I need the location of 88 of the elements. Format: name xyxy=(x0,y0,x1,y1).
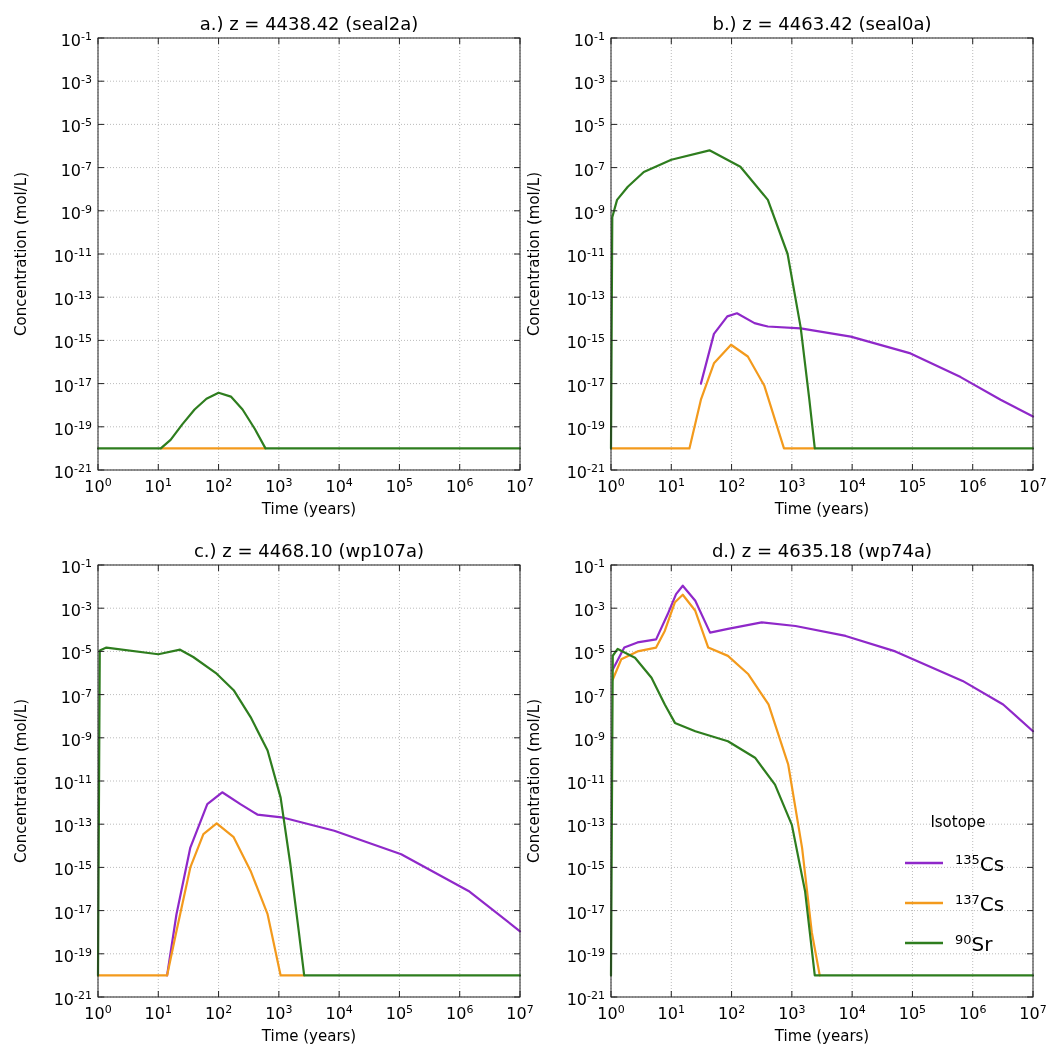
x-tick-label: 10$^{0}$ xyxy=(84,475,112,496)
x-tick-label: 10$^{5}$ xyxy=(898,475,927,496)
y-tick-label: 10$^{-7}$ xyxy=(573,686,605,707)
x-tick-label: 10$^{4}$ xyxy=(838,475,866,496)
x-tick-label: 10$^{3}$ xyxy=(778,475,806,496)
x-axis-title: Time (years) xyxy=(260,1027,357,1045)
y-tick-label: 10$^{-9}$ xyxy=(573,729,605,750)
x-tick-label: 10$^{2}$ xyxy=(717,475,746,496)
y-tick-label: 10$^{-15}$ xyxy=(53,331,92,353)
x-axis-title: Time (years) xyxy=(260,500,357,518)
x-tick-label: 10$^{3}$ xyxy=(265,475,293,496)
x-axis-title: Time (years) xyxy=(773,1027,870,1045)
x-tick-label: 10$^{7}$ xyxy=(506,1002,534,1023)
y-tick-label: 10$^{-5}$ xyxy=(60,642,92,664)
y-tick-label: 10$^{-19}$ xyxy=(566,418,605,439)
x-axis-title: Time (years) xyxy=(773,500,870,518)
y-axis-title: Concentration (mol/L) xyxy=(525,699,543,863)
y-axis-title: Concentration (mol/L) xyxy=(525,172,543,336)
x-tick-label: 10$^{2}$ xyxy=(204,475,233,496)
y-axis-title: Concentration (mol/L) xyxy=(12,172,30,336)
y-tick-label: 10$^{-15}$ xyxy=(53,858,92,880)
y-tick-label: 10$^{-17}$ xyxy=(53,375,92,396)
y-tick-label: 10$^{-3}$ xyxy=(60,599,92,621)
x-tick-label: 10$^{4}$ xyxy=(325,1002,353,1023)
y-tick-label: 10$^{-1}$ xyxy=(60,556,92,577)
x-tick-label: 10$^{6}$ xyxy=(446,1002,474,1023)
x-tick-label: 10$^{7}$ xyxy=(1019,1002,1047,1023)
y-tick-label: 10$^{-17}$ xyxy=(566,375,605,396)
legend-title: Isotope xyxy=(930,813,986,831)
y-tick-label: 10$^{-3}$ xyxy=(60,72,92,94)
y-tick-label: 10$^{-13}$ xyxy=(53,288,92,310)
y-tick-label: 10$^{-19}$ xyxy=(53,945,92,966)
x-tick-label: 10$^{5}$ xyxy=(898,1002,927,1023)
y-tick-label: 10$^{-5}$ xyxy=(60,115,92,137)
x-tick-label: 10$^{5}$ xyxy=(385,1002,414,1023)
x-tick-label: 10$^{2}$ xyxy=(204,1002,233,1023)
y-tick-label: 10$^{-17}$ xyxy=(566,902,605,923)
x-tick-label: 10$^{0}$ xyxy=(597,475,625,496)
y-tick-label: 10$^{-5}$ xyxy=(573,115,605,137)
legend-label: $^{137}$Cs xyxy=(955,891,1005,916)
chart-title: b.) z = 4463.42 (seal0a) xyxy=(712,13,932,34)
y-tick-label: 10$^{-13}$ xyxy=(566,288,605,310)
x-tick-label: 10$^{6}$ xyxy=(959,475,987,496)
x-tick-label: 10$^{6}$ xyxy=(959,1002,987,1023)
y-tick-label: 10$^{-19}$ xyxy=(53,418,92,439)
y-tick-label: 10$^{-1}$ xyxy=(573,29,605,50)
y-tick-label: 10$^{-7}$ xyxy=(60,159,92,180)
x-tick-label: 10$^{4}$ xyxy=(838,1002,866,1023)
x-tick-label: 10$^{3}$ xyxy=(265,1002,293,1023)
x-tick-label: 10$^{6}$ xyxy=(446,475,474,496)
y-tick-label: 10$^{-17}$ xyxy=(53,902,92,923)
y-tick-label: 10$^{-15}$ xyxy=(566,331,605,353)
y-tick-label: 10$^{-11}$ xyxy=(566,245,605,266)
chart-title: a.) z = 4438.42 (seal2a) xyxy=(199,13,419,34)
chart-title: d.) z = 4635.18 (wp74a) xyxy=(711,540,933,561)
y-tick-label: 10$^{-7}$ xyxy=(573,159,605,180)
x-tick-label: 10$^{1}$ xyxy=(657,1002,685,1023)
y-tick-label: 10$^{-1}$ xyxy=(60,29,92,50)
x-tick-label: 10$^{1}$ xyxy=(657,475,685,496)
chart-title: c.) z = 4468.10 (wp107a) xyxy=(193,540,425,561)
x-tick-label: 10$^{1}$ xyxy=(144,1002,172,1023)
y-tick-label: 10$^{-13}$ xyxy=(566,815,605,837)
y-tick-label: 10$^{-13}$ xyxy=(53,815,92,837)
x-tick-label: 10$^{0}$ xyxy=(597,1002,625,1023)
x-tick-label: 10$^{7}$ xyxy=(1019,475,1047,496)
x-tick-label: 10$^{5}$ xyxy=(385,475,414,496)
x-tick-label: 10$^{4}$ xyxy=(325,475,353,496)
y-tick-label: 10$^{-7}$ xyxy=(60,686,92,707)
y-axis-title: Concentration (mol/L) xyxy=(12,699,30,863)
y-tick-label: 10$^{-9}$ xyxy=(60,202,92,223)
legend-label: $^{90}$Sr xyxy=(955,931,994,956)
y-tick-label: 10$^{-15}$ xyxy=(566,858,605,880)
y-tick-label: 10$^{-19}$ xyxy=(566,945,605,966)
x-tick-label: 10$^{1}$ xyxy=(144,475,172,496)
x-tick-label: 10$^{0}$ xyxy=(84,1002,112,1023)
y-tick-label: 10$^{-9}$ xyxy=(573,202,605,223)
y-tick-label: 10$^{-1}$ xyxy=(573,556,605,577)
y-tick-label: 10$^{-11}$ xyxy=(566,772,605,793)
y-tick-label: 10$^{-11}$ xyxy=(53,245,92,266)
y-tick-label: 10$^{-5}$ xyxy=(573,642,605,664)
x-tick-label: 10$^{2}$ xyxy=(717,1002,746,1023)
y-tick-label: 10$^{-9}$ xyxy=(60,729,92,750)
y-tick-label: 10$^{-3}$ xyxy=(573,599,605,621)
legend-label: $^{135}$Cs xyxy=(955,851,1005,876)
x-tick-label: 10$^{3}$ xyxy=(778,1002,806,1023)
y-tick-label: 10$^{-11}$ xyxy=(53,772,92,793)
y-tick-label: 10$^{-3}$ xyxy=(573,72,605,94)
x-tick-label: 10$^{7}$ xyxy=(506,475,534,496)
